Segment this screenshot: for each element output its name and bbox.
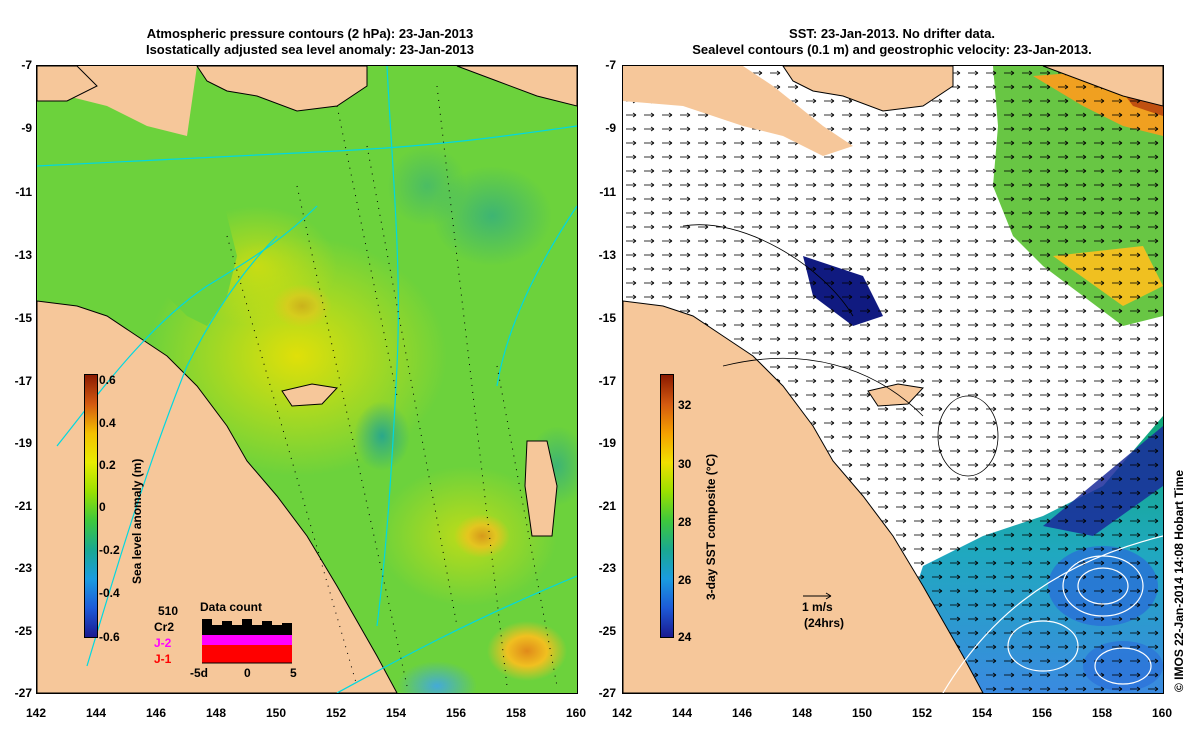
data-count-j2: J-2 bbox=[154, 636, 172, 650]
sla-tick-2: 0.2 bbox=[99, 458, 116, 472]
sla-tick-1: 0.4 bbox=[99, 416, 116, 430]
velocity-scale-sublabel: (24hrs) bbox=[804, 616, 845, 630]
right-title-line1: SST: 23-Jan-2013. No drifter data. bbox=[789, 26, 995, 41]
right-ytick-9: -25 bbox=[598, 624, 616, 638]
left-ytick-4: -15 bbox=[14, 311, 32, 325]
left-ytick-9: -25 bbox=[14, 624, 32, 638]
right-ytick-2: -11 bbox=[599, 185, 616, 199]
right-ytick-6: -19 bbox=[598, 436, 616, 450]
sst-map-graphic bbox=[623, 66, 1163, 693]
right-xtick-0: 142 bbox=[611, 706, 633, 720]
data-count-510: 510 bbox=[158, 604, 179, 618]
sst-tick-2: 28 bbox=[678, 515, 692, 529]
left-ytick-6: -19 bbox=[14, 436, 32, 450]
right-xtick-5: 152 bbox=[911, 706, 933, 720]
sst-tick-1: 30 bbox=[678, 457, 692, 471]
left-title-line2: Isostatically adjusted sea level anomaly… bbox=[145, 42, 475, 57]
left-xtick-4: 150 bbox=[265, 706, 287, 720]
sst-tick-4: 24 bbox=[678, 630, 692, 644]
sla-tick-5: -0.4 bbox=[99, 586, 120, 600]
left-xtick-0: 142 bbox=[25, 706, 47, 720]
sst-tick-3: 26 bbox=[678, 573, 692, 587]
right-xtick-2: 146 bbox=[731, 706, 753, 720]
left-ytick-3: -13 bbox=[14, 248, 32, 262]
data-count-x-neg5: -5d bbox=[190, 666, 208, 680]
right-ytick-8: -23 bbox=[598, 561, 616, 575]
right-xtick-6: 154 bbox=[971, 706, 993, 720]
sea-level-anomaly-map bbox=[36, 65, 578, 694]
data-count-cr2: Cr2 bbox=[154, 620, 175, 634]
right-xtick-4: 150 bbox=[851, 706, 873, 720]
sst-velocity-map bbox=[622, 65, 1164, 694]
right-ytick-1: -9 bbox=[605, 121, 616, 135]
right-xtick-1: 144 bbox=[671, 706, 693, 720]
left-xtick-8: 158 bbox=[505, 706, 527, 720]
left-ytick-0: -7 bbox=[21, 58, 32, 72]
right-ytick-5: -17 bbox=[598, 374, 616, 388]
sea-level-colorbar-label: Sea level anomaly (m) bbox=[130, 458, 144, 584]
data-count-histogram bbox=[202, 619, 292, 664]
right-xtick-9: 160 bbox=[1151, 706, 1173, 720]
right-title-line2: Sealevel contours (0.1 m) and geostrophi… bbox=[692, 42, 1092, 57]
sea-level-map-graphic bbox=[37, 66, 577, 693]
left-xtick-6: 154 bbox=[385, 706, 407, 720]
left-xtick-2: 146 bbox=[145, 706, 167, 720]
left-ytick-7: -21 bbox=[14, 499, 32, 513]
right-ytick-4: -15 bbox=[598, 311, 616, 325]
sla-tick-6: -0.6 bbox=[99, 630, 120, 644]
right-ytick-10: -27 bbox=[598, 686, 616, 700]
sst-colorbar bbox=[660, 374, 674, 638]
velocity-scale-arrow bbox=[803, 592, 832, 600]
left-xtick-9: 160 bbox=[565, 706, 587, 720]
left-xtick-7: 156 bbox=[445, 706, 467, 720]
data-count-j1: J-1 bbox=[154, 652, 172, 666]
left-title-line1: Atmospheric pressure contours (2 hPa): 2… bbox=[146, 26, 474, 41]
sea-level-colorbar bbox=[84, 374, 98, 638]
sla-tick-3: 0 bbox=[99, 500, 106, 514]
right-ytick-3: -13 bbox=[598, 248, 616, 262]
sst-tick-0: 32 bbox=[678, 398, 692, 412]
data-count-x-0: 0 bbox=[244, 666, 251, 680]
right-xtick-7: 156 bbox=[1031, 706, 1053, 720]
velocity-scale-label: 1 m/s bbox=[802, 600, 833, 614]
left-ytick-8: -23 bbox=[14, 561, 32, 575]
left-ytick-5: -17 bbox=[14, 374, 32, 388]
right-xtick-8: 158 bbox=[1091, 706, 1113, 720]
right-title: SST: 23-Jan-2013. No drifter data. Seale… bbox=[622, 26, 1162, 58]
imos-credit: © IMOS 22-Jan-2014 14:08 Hobart Time bbox=[1172, 469, 1186, 692]
sla-tick-4: -0.2 bbox=[99, 543, 120, 557]
left-ytick-1: -9 bbox=[21, 121, 32, 135]
sla-tick-0: 0.6 bbox=[99, 373, 116, 387]
data-count-x-5: 5 bbox=[290, 666, 297, 680]
left-title: Atmospheric pressure contours (2 hPa): 2… bbox=[40, 26, 580, 58]
right-xtick-3: 148 bbox=[791, 706, 813, 720]
left-ytick-10: -27 bbox=[14, 686, 32, 700]
left-xtick-3: 148 bbox=[205, 706, 227, 720]
sst-colorbar-label: 3-day SST composite (°C) bbox=[704, 453, 718, 600]
left-xtick-1: 144 bbox=[85, 706, 107, 720]
left-ytick-2: -11 bbox=[15, 185, 32, 199]
data-count-bars bbox=[202, 619, 292, 664]
data-count-title: Data count bbox=[200, 600, 263, 614]
right-ytick-0: -7 bbox=[605, 58, 616, 72]
left-xtick-5: 152 bbox=[325, 706, 347, 720]
right-ytick-7: -21 bbox=[598, 499, 616, 513]
